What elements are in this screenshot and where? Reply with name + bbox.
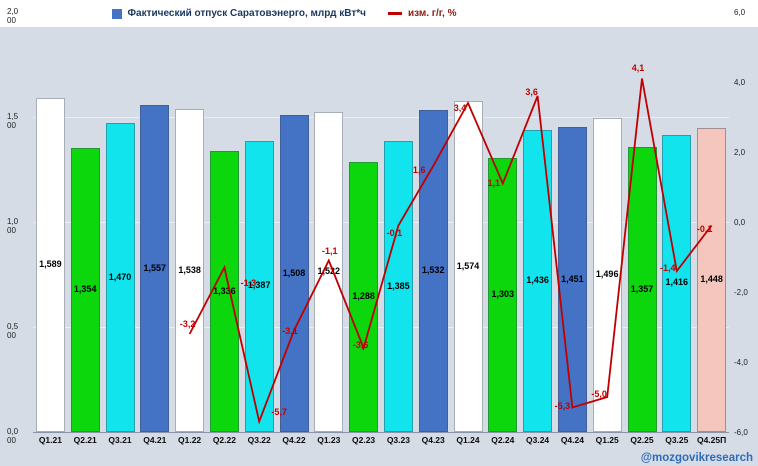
x-axis-line: [33, 432, 729, 433]
bar: [70, 147, 100, 432]
line-series-swatch: [387, 12, 402, 15]
x-axis-label: Q3.25: [665, 435, 689, 445]
bar-value-label: 1,557: [143, 262, 167, 273]
legend-label-yoy-change: изм. г/г, %: [407, 8, 457, 19]
left-axis-tick: 1,000: [7, 217, 19, 235]
bar-value-label: 1,288: [352, 290, 375, 301]
x-axis-label: Q3.21: [108, 435, 132, 445]
bar-value-label: 1,436: [526, 275, 549, 286]
bar-value-label: 1,303: [491, 289, 515, 300]
line-value-label: -5,0: [591, 389, 607, 399]
bar-series-swatch: [111, 8, 122, 19]
line-value-label: 4,1: [631, 62, 645, 73]
legend-item-yoy-change: изм. г/г, %: [387, 8, 457, 19]
left-axis-tick: 0,000: [7, 427, 19, 445]
x-axis-label: Q3.24: [526, 435, 550, 445]
gridline: [33, 117, 729, 118]
x-axis-label: Q3.22: [247, 435, 271, 445]
bar-value-label: 1,416: [665, 277, 689, 288]
right-axis-tick: 0,0: [734, 218, 746, 227]
x-axis-label: Q2.22: [212, 435, 236, 445]
line-value-label: -3,6: [352, 340, 369, 350]
x-axis-label: Q4.25П: [696, 435, 727, 445]
bar-value-label: 1,574: [456, 260, 480, 271]
bar-value-label: 1,385: [387, 280, 410, 291]
right-axis-tick: 6,0: [734, 8, 746, 17]
gridline: [33, 222, 729, 223]
line-value-label: -5,7: [271, 406, 287, 417]
left-axis-tick: 2,000: [7, 7, 19, 25]
x-axis-label: Q4.21: [143, 435, 167, 445]
x-axis-label: Q1.23: [317, 435, 341, 445]
x-axis-label: Q2.21: [73, 435, 97, 445]
legend-item-actual-output: Фактический отпуск Саратовэнерго, млрд к…: [111, 8, 366, 19]
x-axis-label: Q4.24: [560, 435, 584, 445]
x-axis-label: Q2.25: [630, 435, 654, 445]
bar-value-label: 1,451: [561, 273, 584, 284]
bar-value-label: 1,357: [630, 283, 654, 294]
bar: [140, 105, 170, 432]
line-value-label: -0,1: [386, 227, 403, 238]
chart-legend: Фактический отпуск Саратовэнерго, млрд к…: [0, 0, 758, 27]
line-value-label: -1,1: [322, 245, 338, 256]
watermark: @mozgovikresearch: [640, 452, 753, 464]
line-value-label: 3,6: [525, 87, 538, 97]
header-band: [0, 0, 758, 27]
x-axis-label: Q1.21: [38, 435, 62, 445]
left-axis-tick: 0,500: [7, 322, 19, 340]
bar: [35, 98, 65, 432]
bar-value-label: 1,496: [595, 268, 619, 279]
line-value-label: -1,4: [660, 263, 676, 273]
right-axis-tick: -2,0: [734, 288, 748, 297]
x-axis-label: Q2.23: [352, 435, 376, 445]
legend-label-actual-output: Фактический отпуск Саратовэнерго, млрд к…: [127, 8, 366, 19]
line-value-label: 3,4: [453, 103, 467, 113]
line-value-label: 1,1: [487, 177, 501, 188]
bar: [105, 123, 135, 432]
right-axis-tick: 2,0: [734, 148, 746, 157]
bar-value-label: 1,448: [700, 273, 723, 284]
line-value-label: -3,2: [179, 319, 196, 329]
right-axis-tick: -6,0: [734, 428, 748, 437]
bar-value-label: 1,532: [421, 265, 445, 276]
line-value-label: -5,3: [554, 400, 571, 411]
line-value-label: -0,1: [696, 223, 713, 234]
bar-value-label: 1,589: [39, 259, 62, 270]
line-value-label: -1,3: [240, 277, 257, 288]
bar-value-label: 1,508: [282, 267, 306, 278]
bar-value-label: 1,354: [73, 283, 97, 294]
bar-value-label: 1,470: [108, 271, 132, 282]
x-axis-label: Q1.22: [178, 435, 202, 445]
line-value-label: 1,6: [412, 165, 426, 175]
x-axis-label: Q1.24: [456, 435, 480, 445]
x-axis-label: Q4.23: [421, 435, 445, 445]
line-value-label: -3,1: [282, 325, 298, 336]
x-axis-label: Q1.25: [595, 435, 619, 445]
gridline: [33, 327, 729, 328]
x-axis-label: Q3.23: [386, 435, 410, 445]
bar-value-label: 1,538: [178, 264, 201, 275]
x-axis-label: Q4.22: [282, 435, 306, 445]
bar-value-label: 1,522: [317, 266, 341, 277]
right-axis-tick: 4,0: [734, 78, 746, 87]
right-axis-tick: -4,0: [734, 358, 748, 367]
left-axis-tick: 1,500: [7, 112, 19, 130]
x-axis-label: Q2.24: [491, 435, 515, 445]
